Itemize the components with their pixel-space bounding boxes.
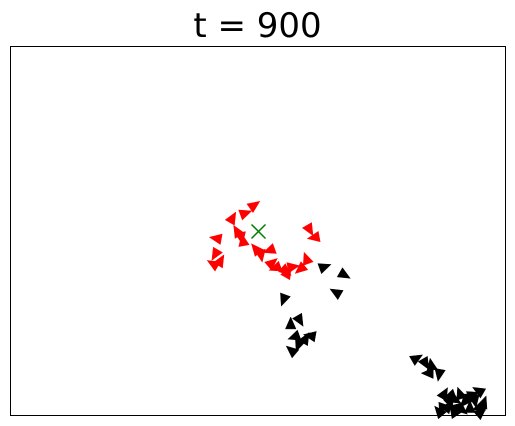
agent-marker-s1-p14 xyxy=(420,367,434,379)
agent-marker-s0-p18 xyxy=(294,261,309,274)
agent-marker-s0-p8 xyxy=(306,230,321,243)
agent-marker-s1-p3 xyxy=(280,292,291,307)
agent-marker-s0-p0 xyxy=(246,201,261,213)
agent-marker-s1-p30 xyxy=(449,407,464,419)
agent-marker-s1-p22 xyxy=(472,387,487,399)
agent-marker-s0-p19 xyxy=(302,251,314,266)
agent-marker-s1-p32 xyxy=(476,395,488,410)
agent-marker-s0-p15 xyxy=(268,260,283,272)
agent-marker-s1-p2 xyxy=(329,288,344,300)
agent-marker-s1-p34 xyxy=(460,393,475,404)
agent-marker-s1-p0 xyxy=(317,263,332,274)
agent-marker-s1-p1 xyxy=(336,267,351,279)
agent-marker-s1-p15 xyxy=(434,368,446,382)
agent-marker-s1-p9 xyxy=(295,337,306,352)
agent-marker-s0-p1 xyxy=(238,209,253,221)
agent-marker-s0-p5 xyxy=(238,233,250,247)
agent-marker-s1-p11 xyxy=(409,354,423,366)
target-x-stroke-1 xyxy=(250,223,267,240)
agent-marker-s1-p6 xyxy=(287,329,302,341)
agent-marker-s1-p12 xyxy=(417,356,430,370)
agent-marker-s0-p11 xyxy=(206,260,221,272)
agent-marker-s1-p5 xyxy=(292,312,304,327)
data-points xyxy=(206,201,488,421)
agent-marker-s0-p14 xyxy=(264,258,278,271)
agent-marker-s1-p33 xyxy=(443,395,454,410)
agent-marker-s1-p29 xyxy=(434,405,447,420)
agent-marker-s0-p13 xyxy=(254,249,266,263)
agent-marker-s0-p2 xyxy=(224,211,237,226)
agent-marker-s1-p10 xyxy=(285,345,300,359)
agent-marker-s0-p7 xyxy=(302,222,314,237)
agent-marker-s1-p8 xyxy=(302,331,317,343)
agent-marker-s1-p4 xyxy=(285,316,297,330)
agent-marker-s0-p6 xyxy=(208,233,223,245)
agent-marker-s1-p35 xyxy=(473,407,487,421)
agent-marker-s0-p9 xyxy=(211,246,223,261)
agent-marker-s0-p21 xyxy=(280,266,292,281)
chart-title: t = 900 xyxy=(193,6,322,46)
agent-marker-s0-p20 xyxy=(262,243,277,254)
target-marker xyxy=(250,223,267,240)
